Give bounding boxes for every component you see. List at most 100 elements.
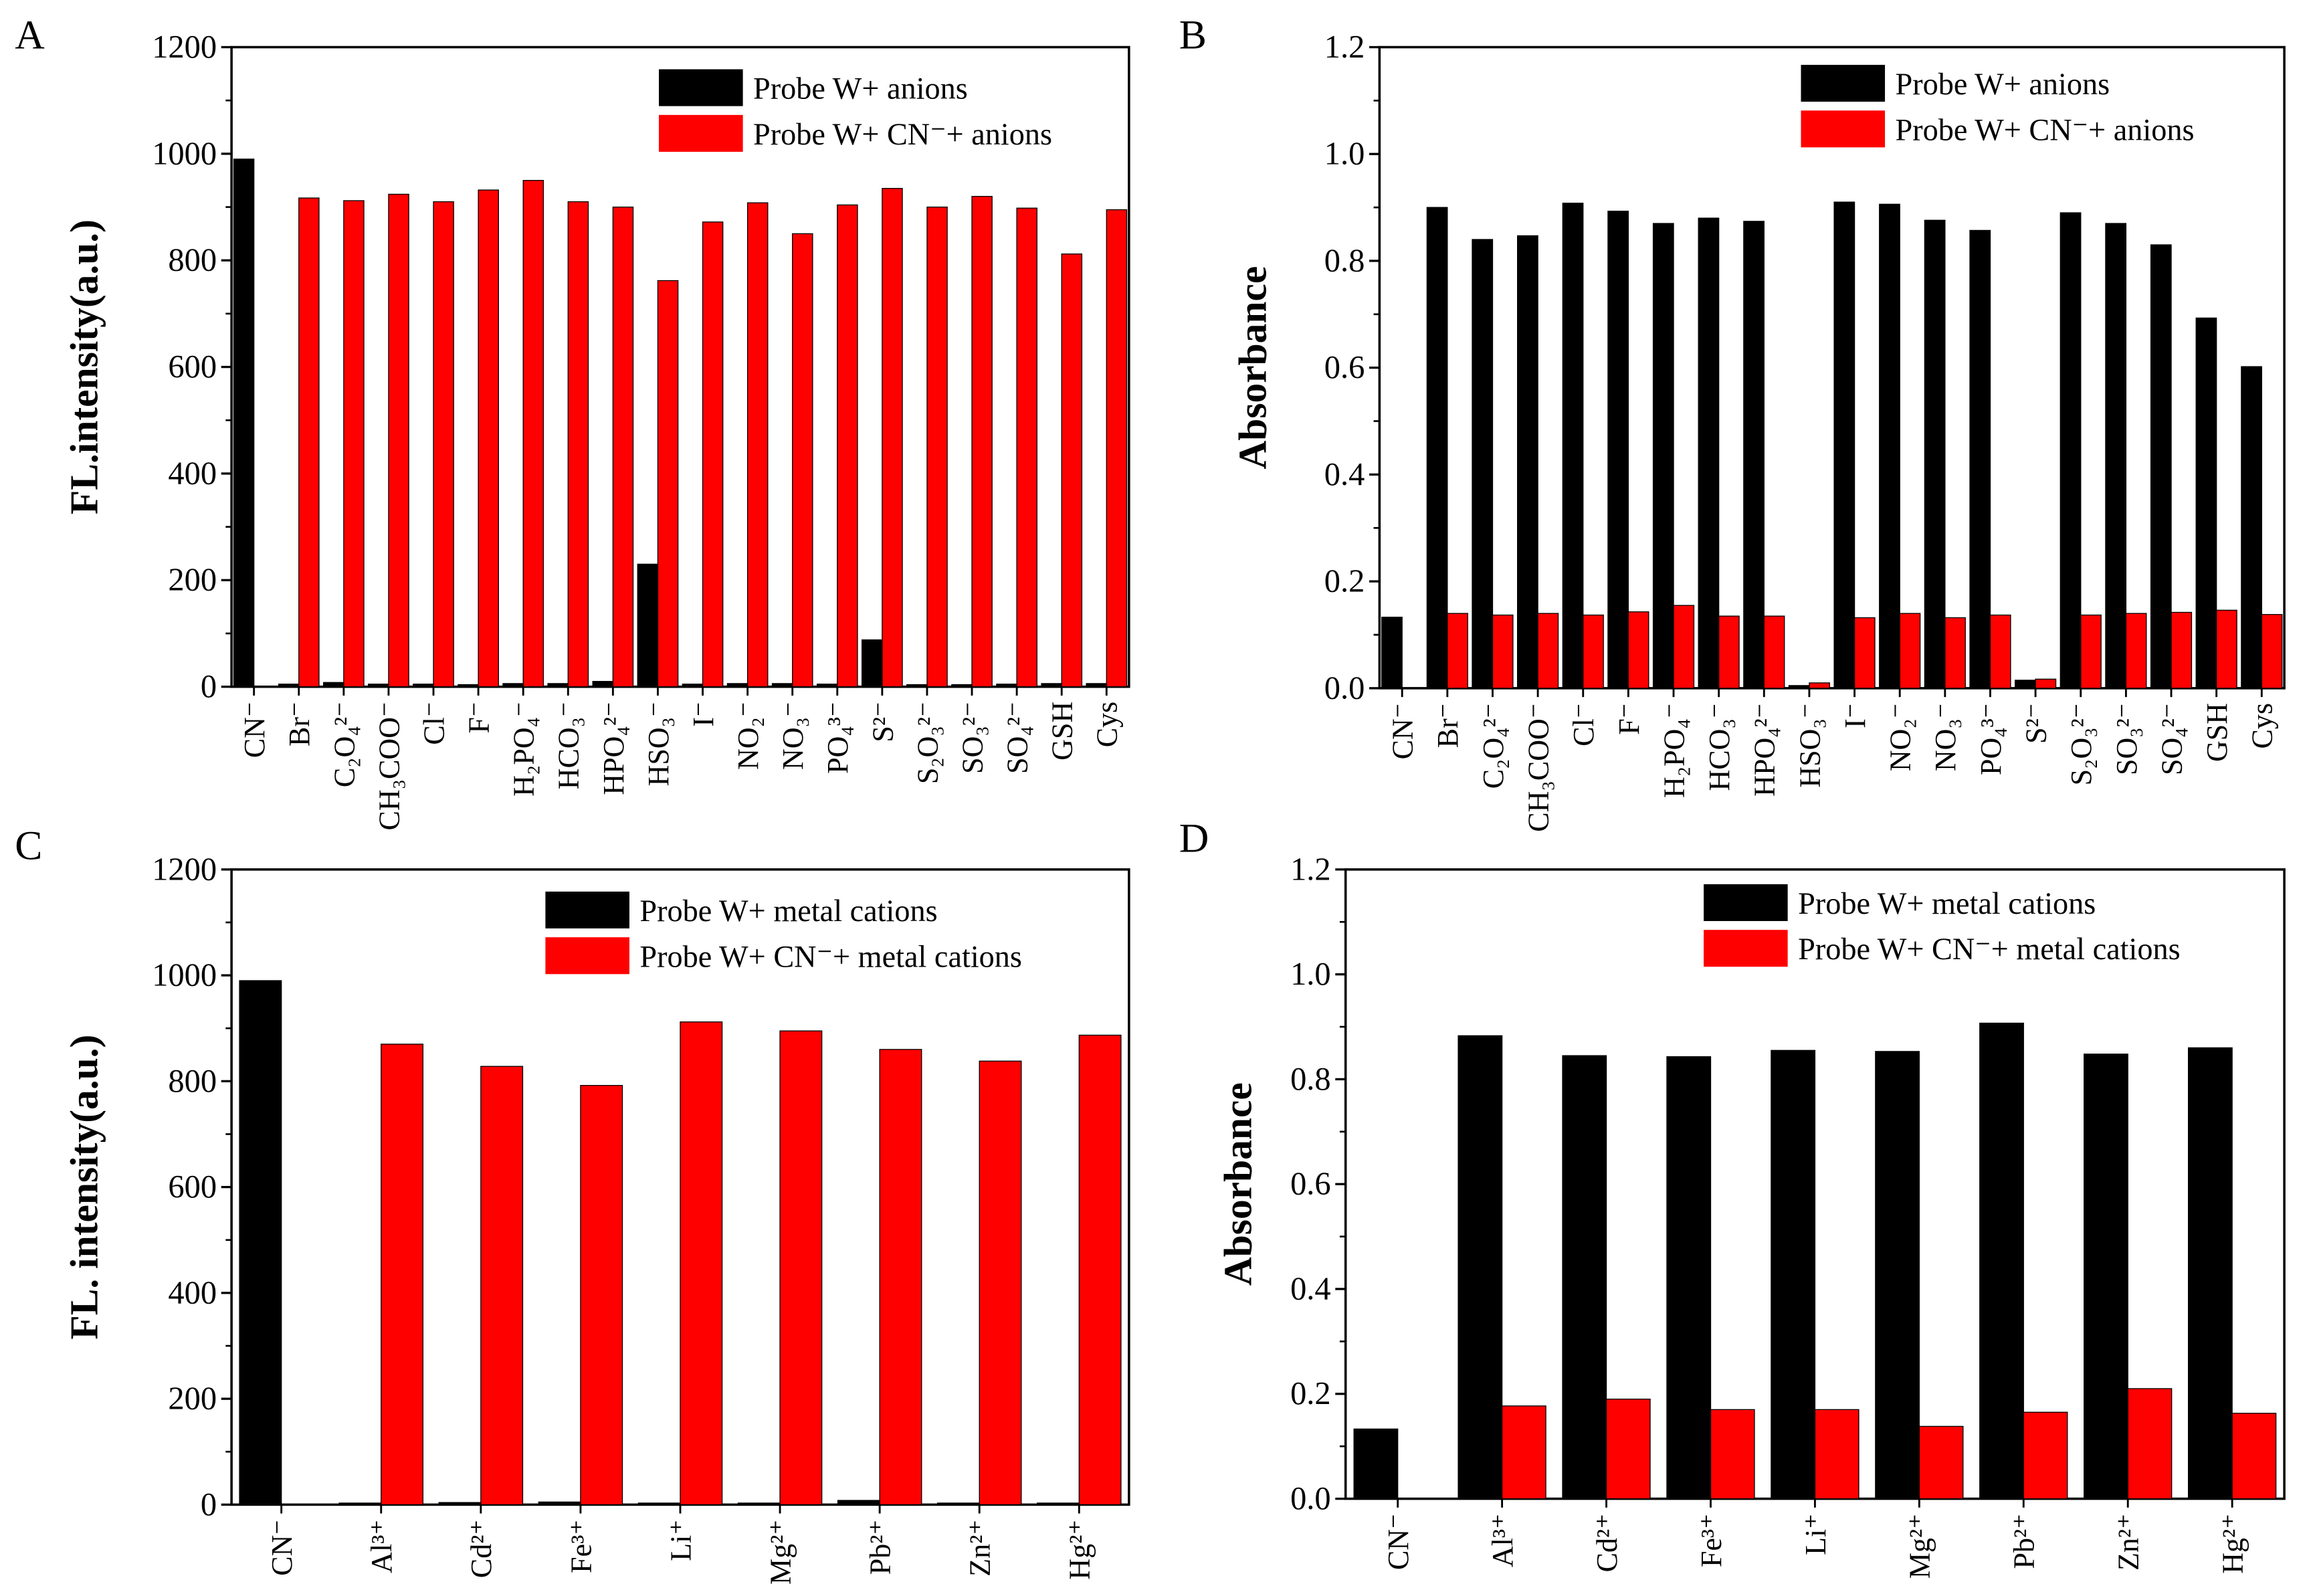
bar-probe-cn bbox=[433, 201, 454, 688]
bar-probe bbox=[239, 980, 282, 1506]
y-tick-label: 200 bbox=[168, 1381, 217, 1417]
bar-probe bbox=[2195, 317, 2217, 689]
bar-probe-cn bbox=[1537, 613, 1559, 689]
bar-probe bbox=[1879, 203, 1900, 689]
y-tick-label: 600 bbox=[168, 349, 217, 385]
y-tick-label: 1200 bbox=[152, 29, 217, 65]
bar-probe-cn bbox=[1605, 1398, 1651, 1500]
bar-probe bbox=[1607, 211, 1629, 689]
bar-probe-cn bbox=[612, 206, 634, 688]
legend-swatch bbox=[545, 937, 629, 975]
bar-probe bbox=[936, 1502, 980, 1506]
legend-swatch bbox=[1704, 930, 1788, 967]
x-tick-label: Mg²⁺ bbox=[1904, 1514, 1936, 1579]
bar-probe bbox=[1458, 1035, 1503, 1500]
x-tick-label: S₂O₃²⁻ bbox=[911, 702, 944, 784]
panel-letter: D bbox=[1179, 815, 1209, 861]
legend-swatch bbox=[545, 891, 629, 928]
panel-letter: C bbox=[15, 823, 42, 868]
x-tick-label: HPO₄²⁻ bbox=[597, 702, 630, 795]
legend-swatch bbox=[1801, 110, 1886, 148]
bar-probe bbox=[737, 1502, 781, 1506]
x-tick-label: Zn²⁺ bbox=[2112, 1514, 2145, 1571]
y-tick-label: 0 bbox=[201, 1487, 217, 1522]
bar-probe-cn bbox=[1809, 682, 1831, 689]
legend-label: Probe W+ CN⁻+ anions bbox=[753, 118, 1052, 152]
x-tick-label: GSH bbox=[2201, 703, 2233, 762]
bar-probe-cn bbox=[1814, 1409, 1860, 1500]
x-tick-label: Cd²⁺ bbox=[1591, 1514, 1623, 1573]
x-tick-label: PO₄³⁻ bbox=[821, 702, 854, 774]
bar-probe bbox=[2150, 244, 2172, 689]
y-tick-label: 1200 bbox=[152, 852, 217, 887]
bar-probe bbox=[538, 1501, 581, 1506]
bar-probe bbox=[438, 1502, 482, 1506]
bar-probe-cn bbox=[1710, 1409, 1755, 1500]
bar-probe-cn bbox=[2080, 614, 2102, 689]
bar-probe bbox=[338, 1502, 382, 1506]
x-tick-label: HCO₃⁻ bbox=[1703, 703, 1736, 791]
bar-probe bbox=[2187, 1047, 2233, 1500]
bar-probe bbox=[2015, 680, 2036, 689]
bar-probe bbox=[837, 1500, 880, 1506]
legend-label: Probe W+ metal cations bbox=[639, 894, 937, 928]
bar-probe bbox=[637, 563, 659, 688]
bar-probe-cn bbox=[680, 1021, 723, 1506]
bar-probe bbox=[862, 639, 883, 688]
bar-probe bbox=[1041, 683, 1062, 688]
bar-probe-cn bbox=[1106, 209, 1128, 688]
bar-probe-cn bbox=[2261, 613, 2283, 689]
x-tick-label: I⁻ bbox=[1839, 703, 1872, 728]
bar-probe bbox=[368, 684, 389, 688]
bar-probe bbox=[1353, 1428, 1399, 1500]
x-tick-label: Cys bbox=[2246, 703, 2279, 749]
x-tick-label: SO₄²⁻ bbox=[2155, 703, 2188, 775]
bar-probe bbox=[771, 683, 793, 688]
bar-probe-cn bbox=[2035, 678, 2057, 689]
bar-probe-cn bbox=[522, 180, 544, 688]
x-tick-label: CN⁻ bbox=[266, 1519, 298, 1575]
legend-swatch bbox=[1704, 884, 1788, 921]
bar-probe-cn bbox=[1078, 1034, 1122, 1506]
bar-probe bbox=[458, 684, 479, 688]
bar-probe-cn bbox=[388, 193, 409, 688]
bar-probe bbox=[726, 683, 748, 688]
bar-probe bbox=[1771, 1050, 1816, 1500]
y-tick-label: 400 bbox=[168, 1275, 217, 1310]
x-tick-label: HSO₃⁻ bbox=[1793, 703, 1826, 788]
y-tick-label: 800 bbox=[168, 243, 217, 278]
bar-probe-cn bbox=[1583, 614, 1604, 689]
bar-probe-cn bbox=[480, 1066, 524, 1506]
bar-probe bbox=[1698, 217, 1720, 689]
x-tick-label: S²⁻ bbox=[866, 702, 899, 742]
panel-letter: B bbox=[1179, 13, 1207, 58]
x-tick-label: GSH bbox=[1046, 702, 1079, 761]
y-tick-label: 1.2 bbox=[1324, 29, 1365, 65]
bar-probe bbox=[2105, 223, 2127, 689]
bar-probe-cn bbox=[971, 195, 993, 688]
bar-probe bbox=[1969, 229, 1991, 689]
y-tick-label: 0.4 bbox=[1324, 457, 1365, 492]
bar-probe bbox=[682, 684, 704, 688]
x-tick-label: Br⁻ bbox=[283, 702, 316, 746]
bar-probe-cn bbox=[1899, 613, 1921, 689]
x-tick-label: NO₃⁻ bbox=[1929, 703, 1962, 771]
bar-probe-cn bbox=[2171, 611, 2193, 689]
bar-probe-cn bbox=[792, 233, 813, 688]
bar-probe bbox=[1652, 223, 1674, 689]
bar-probe-cn bbox=[657, 280, 679, 688]
y-tick-label: 0.2 bbox=[1324, 564, 1365, 599]
y-tick-label: 1.2 bbox=[1290, 852, 1331, 887]
x-tick-label: CH₃COO⁻ bbox=[373, 702, 405, 831]
bar-probe bbox=[278, 684, 300, 688]
x-tick-label: H₂PO₄⁻ bbox=[1657, 703, 1690, 798]
bar-probe-cn bbox=[478, 189, 499, 688]
x-tick-label: SO₄²⁻ bbox=[1001, 702, 1034, 774]
x-tick-label: NO₂⁻ bbox=[1884, 703, 1917, 771]
bar-probe bbox=[951, 684, 973, 688]
bar-probe-cn bbox=[1673, 605, 1695, 689]
legend-swatch bbox=[659, 69, 743, 106]
bar-probe bbox=[1875, 1051, 1920, 1500]
bar-probe bbox=[547, 683, 569, 688]
